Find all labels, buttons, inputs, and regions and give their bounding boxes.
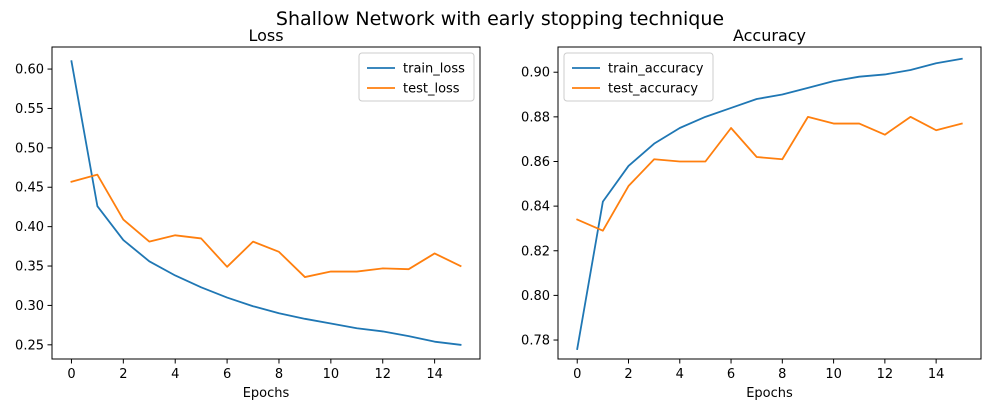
- accuracy-chart: Accuracy 0 2 4 6 8 10 12 14 0.78 0.80 0.82 0.84 0.86 0…: [521, 26, 982, 401]
- train-loss-legend-label: train_loss: [403, 62, 465, 77]
- accuracy-x-tick-label: 6: [727, 367, 735, 382]
- accuracy-chart-title: Accuracy: [733, 26, 806, 45]
- accuracy-axes-frame: [557, 46, 982, 360]
- test-accuracy-legend-label: test_accuracy: [608, 82, 698, 97]
- loss-x-tick-label: 14: [426, 367, 443, 382]
- loss-y-tick-label: 0.35: [15, 260, 44, 275]
- loss-y-tick-label: 0.50: [15, 141, 44, 156]
- accuracy-y-tick-label: 0.80: [521, 289, 550, 304]
- test-loss-legend-label: test_loss: [403, 82, 460, 97]
- accuracy-x-tick-label: 8: [778, 367, 786, 382]
- accuracy-legend: train_accuracy test_accuracy: [563, 52, 714, 102]
- accuracy-y-tick-label: 0.88: [521, 110, 550, 125]
- train-loss-line: [70, 60, 462, 346]
- accuracy-legend-box: [563, 52, 714, 102]
- train-accuracy-legend-label: train_accuracy: [608, 62, 704, 77]
- accuracy-x-axis-label: Epochs: [746, 386, 793, 401]
- loss-chart: Loss 0 2 4 6 8 10 12 14 0.25 0.30 0.35 0.40 0.45 0.50 0…: [15, 26, 481, 401]
- figure-suptitle: Shallow Network with early stopping tech…: [276, 8, 724, 30]
- accuracy-x-tick-label: 10: [825, 367, 842, 382]
- loss-x-axis-label: Epochs: [243, 386, 290, 401]
- test-loss-line: [70, 173, 462, 278]
- loss-y-tick-label: 0.25: [15, 338, 44, 353]
- loss-y-tick-label: 0.40: [15, 220, 44, 235]
- loss-y-tick-label: 0.60: [15, 63, 44, 78]
- accuracy-y-tick-label: 0.78: [521, 334, 550, 349]
- test-accuracy-line: [576, 115, 963, 232]
- loss-chart-title: Loss: [248, 26, 283, 45]
- loss-x-tick-label: 10: [323, 367, 340, 382]
- loss-y-tick-label: 0.30: [15, 299, 44, 314]
- accuracy-y-tick-label: 0.84: [521, 200, 550, 215]
- accuracy-x-tick-label: 12: [877, 367, 894, 382]
- accuracy-y-tick-label: 0.82: [521, 244, 550, 259]
- loss-legend: train_loss test_loss: [358, 52, 475, 102]
- loss-x-tick-label: 4: [171, 367, 179, 382]
- accuracy-x-tick-label: 14: [928, 367, 945, 382]
- accuracy-x-tick-label: 4: [676, 367, 684, 382]
- accuracy-x-tick-label: 2: [624, 367, 632, 382]
- accuracy-x-tick-label: 0: [573, 367, 581, 382]
- loss-y-tick-label: 0.45: [15, 181, 44, 196]
- loss-y-tick-label: 0.55: [15, 102, 44, 117]
- loss-x-tick-label: 6: [223, 367, 231, 382]
- loss-x-tick-label: 2: [119, 367, 127, 382]
- loss-x-tick-label: 8: [275, 367, 283, 382]
- loss-legend-box: [358, 52, 475, 102]
- accuracy-y-tick-label: 0.90: [521, 66, 550, 81]
- loss-x-tick-label: 0: [67, 367, 75, 382]
- train-accuracy-line: [576, 57, 963, 351]
- loss-axes-frame: [51, 46, 481, 360]
- loss-x-tick-label: 12: [374, 367, 391, 382]
- accuracy-y-tick-label: 0.86: [521, 155, 550, 170]
